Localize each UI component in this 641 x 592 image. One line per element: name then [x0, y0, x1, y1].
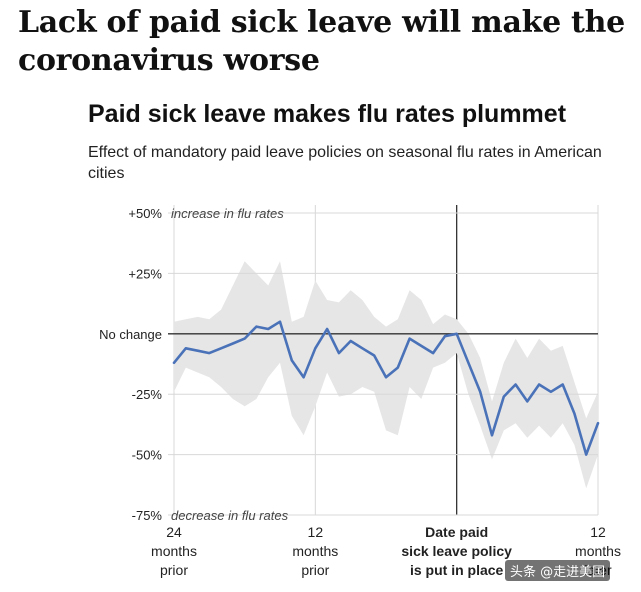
y-tick-label: -50%	[132, 448, 163, 463]
y-tick-label: No change	[99, 327, 162, 342]
x-tick-label: months	[151, 543, 197, 559]
y-tick-label: -25%	[132, 387, 163, 402]
chart-subtitle: Effect of mandatory paid leave policies …	[88, 144, 602, 182]
flu-rate-chart: +50% increase in flu rates +25% No change -2…	[99, 205, 621, 578]
x-tick-label: 12	[308, 524, 324, 540]
x-tick-label: 12	[590, 524, 606, 540]
x-tick-label: months	[292, 543, 338, 559]
article-headline: Lack of paid sick leave will make the co…	[18, 5, 625, 78]
y-axis-note: increase in flu rates	[171, 206, 284, 221]
watermark-label: 头条 @走进美国	[505, 560, 611, 581]
y-tick-label: +25%	[128, 266, 162, 281]
y-tick-label: -75%	[132, 508, 163, 523]
x-tick-label: prior	[301, 562, 329, 578]
x-tick-label: prior	[160, 562, 188, 578]
flu-rate-line	[172, 320, 600, 456]
x-tick-label: Date paid	[425, 524, 488, 540]
x-tick-label: 24	[166, 524, 182, 540]
x-tick-label: is put in place	[410, 562, 504, 578]
y-axis-note: decrease in flu rates	[171, 508, 289, 523]
chart-title: Paid sick leave makes flu rates plummet	[88, 100, 567, 128]
x-tick-label: sick leave policy	[401, 543, 512, 559]
y-tick-label: +50%	[128, 206, 162, 221]
x-tick-label: months	[575, 543, 621, 559]
